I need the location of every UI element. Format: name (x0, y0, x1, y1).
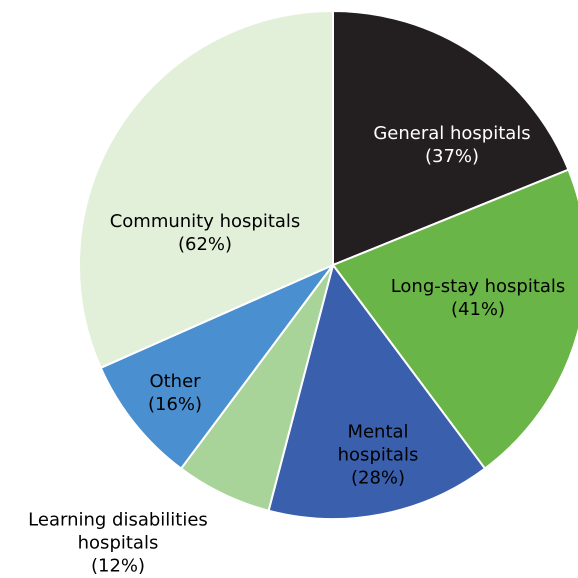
slice-label: Long-stay hospitals (41%) (368, 275, 578, 321)
slice-label: Other (16%) (125, 370, 225, 416)
pie-slice (99, 262, 337, 470)
category-label: Mental hospitals (337, 421, 419, 466)
category-label: Learning disabilities hospitals (28, 509, 208, 554)
pie-slice (78, 9, 334, 370)
value-label: (28%) (350, 467, 406, 489)
value-label: (16%) (147, 394, 203, 415)
slice-label: Mental hospitals (28%) (313, 421, 443, 490)
pie-slice (332, 9, 570, 267)
slice-label: General hospitals (37%) (352, 122, 552, 168)
category-label: Community hospitals (109, 211, 301, 232)
slice-label: Learning disabilities hospitals (12%) (3, 509, 233, 578)
category-label: General hospitals (373, 123, 531, 144)
category-label: Long-stay hospitals (390, 276, 566, 297)
slice-label: Community hospitals (62%) (85, 210, 325, 256)
category-label: Other (149, 371, 201, 392)
value-label: (12%) (90, 555, 146, 577)
pie-slice (267, 262, 487, 520)
value-label: (37%) (424, 146, 480, 167)
value-label: (62%) (177, 234, 233, 255)
value-label: (41%) (450, 299, 506, 320)
